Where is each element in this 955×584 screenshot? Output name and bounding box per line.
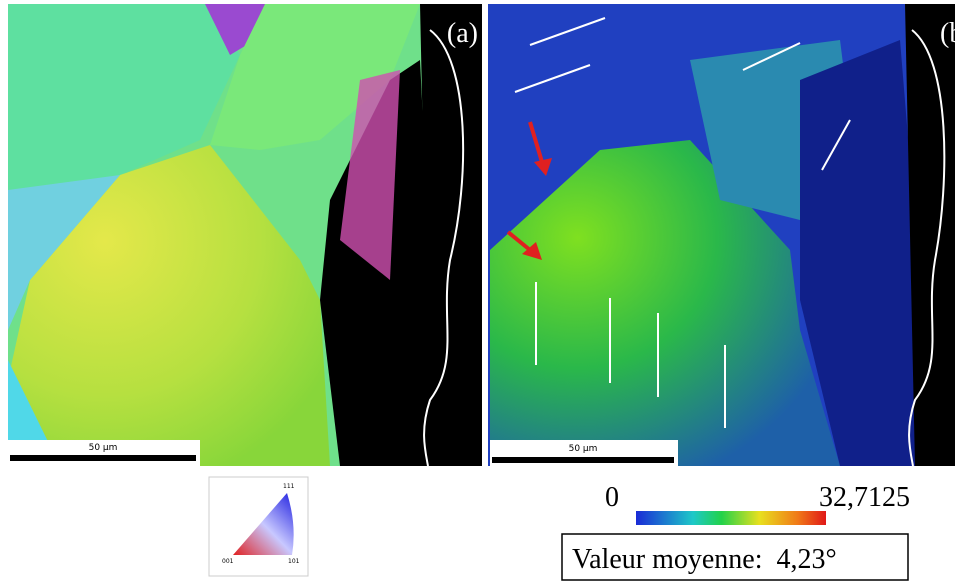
colorbar-ramp (636, 511, 826, 525)
scale-label: 50 µm (89, 443, 118, 453)
grain (490, 140, 840, 466)
panel-b: 50 µm (b (488, 4, 955, 467)
colorbar: 0 32,7125 (605, 482, 910, 525)
dark-region (420, 4, 482, 466)
mean-frame (561, 533, 909, 581)
boundary-line (423, 29, 465, 467)
grain (8, 4, 240, 190)
ipf-label: 101 (288, 558, 300, 565)
grain (210, 4, 420, 150)
ipf-label: 001 (222, 558, 234, 565)
panel-label: (b (940, 18, 955, 49)
mean-box: Valeur moyenne: 4,23° (561, 533, 909, 581)
ipf-label: 111 (283, 483, 295, 490)
scale-bar (492, 457, 674, 463)
ipf-triangle (233, 493, 294, 555)
panel-a: 50 µm (a) (8, 4, 482, 467)
arrows (506, 121, 552, 260)
ipf-key: 111 001 101 (208, 476, 309, 577)
boundary-line (908, 29, 946, 467)
scale-bar-box (8, 440, 200, 466)
trace-lines (514, 17, 851, 428)
colorbar-max: 32,7125 (819, 482, 910, 513)
panel-label: (a) (447, 18, 478, 49)
dark-region (800, 40, 935, 466)
mean-value: Valeur moyenne: 4,23° (572, 544, 837, 575)
grain (8, 145, 330, 466)
grain (8, 360, 60, 466)
scale-bar (10, 455, 196, 461)
grain (340, 70, 400, 280)
grain (8, 175, 120, 330)
colorbar-min: 0 (605, 482, 619, 513)
scale-label: 50 µm (569, 444, 598, 454)
